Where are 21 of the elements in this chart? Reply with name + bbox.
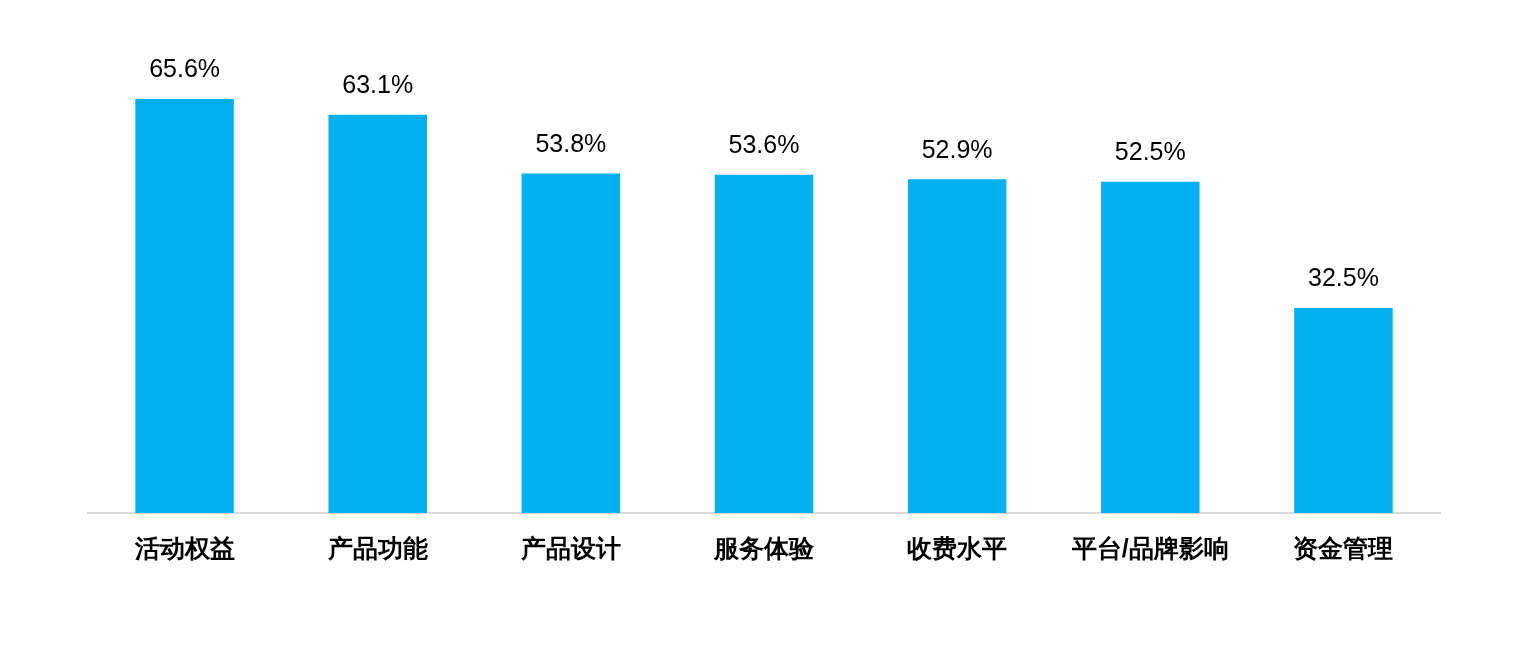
data-label: 63.1% — [342, 70, 414, 99]
data-label: 53.8% — [535, 128, 607, 157]
bar — [521, 173, 621, 513]
x-tick-label: 收费水平 — [907, 533, 1008, 562]
data-label: 52.9% — [921, 134, 993, 163]
x-tick-label: 平台/品牌影响 — [1070, 533, 1229, 562]
bar — [328, 114, 427, 513]
data-label: 52.5% — [1114, 137, 1186, 166]
bar — [907, 179, 1007, 513]
bar — [714, 174, 814, 513]
bar — [135, 99, 234, 513]
x-tick-label: 资金管理 — [1293, 533, 1394, 562]
bar — [1294, 307, 1393, 513]
x-tick-label: 产品功能 — [326, 533, 428, 562]
data-label: 65.6% — [149, 54, 221, 83]
x-tick-label: 活动权益 — [133, 533, 235, 562]
data-label: 32.5% — [1307, 263, 1379, 292]
data-label: 53.6% — [728, 130, 800, 159]
x-tick-label: 服务体验 — [713, 533, 815, 562]
bar — [1101, 181, 1200, 513]
x-tick-label: 产品设计 — [519, 533, 621, 562]
